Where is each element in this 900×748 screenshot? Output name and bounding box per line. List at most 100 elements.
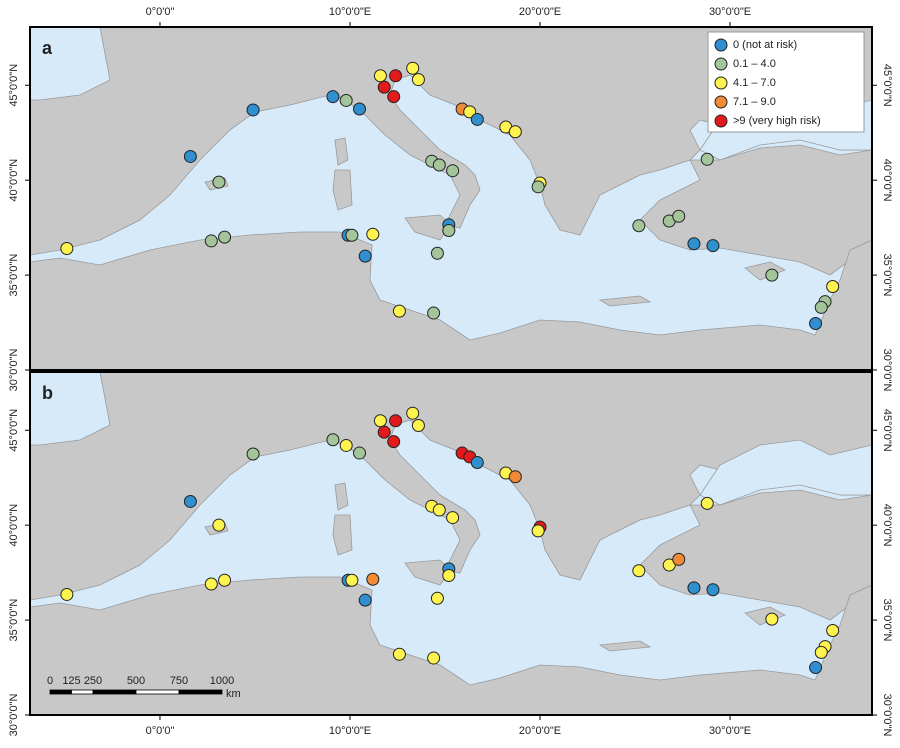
site-marker <box>204 577 218 591</box>
site-marker <box>430 246 444 260</box>
legend-swatch <box>714 38 728 52</box>
y-tick-label: 40°0'0"N <box>881 159 893 202</box>
site-marker <box>204 234 218 248</box>
panel-frame <box>29 26 873 371</box>
y-tick-label: 30°0'0"N <box>881 349 893 392</box>
legend-label: 7.1 – 9.0 <box>733 96 776 108</box>
site-marker <box>366 572 380 586</box>
site-marker <box>672 209 686 223</box>
site-marker <box>814 300 828 314</box>
scale-segment <box>92 689 137 695</box>
x-tick-label: 20°0'0"E <box>519 725 561 737</box>
scale-label: 250 <box>84 675 102 687</box>
x-tick-label: 20°0'0"E <box>519 6 561 18</box>
site-marker <box>700 152 714 166</box>
scale-label: 0 <box>47 675 53 687</box>
site-marker <box>345 573 359 587</box>
site-marker <box>470 112 484 126</box>
x-tick-label: 10°0'0"E <box>329 6 371 18</box>
y-tick-label: 35°0'0"N <box>8 254 20 297</box>
x-tick-label: 0°0'0" <box>146 6 175 18</box>
panel-frame <box>29 371 873 716</box>
scale-unit: km <box>226 688 241 700</box>
y-tick-label: 45°0'0"N <box>881 64 893 107</box>
site-marker <box>183 494 197 508</box>
y-tick-label: 30°0'0"N <box>8 349 20 392</box>
legend-swatch <box>714 57 728 71</box>
site-marker <box>326 433 340 447</box>
site-marker <box>706 239 720 253</box>
site-marker <box>406 61 420 75</box>
panel-label: a <box>42 38 53 58</box>
site-marker <box>814 645 828 659</box>
site-marker <box>406 406 420 420</box>
scale-label: 1000 <box>210 675 234 687</box>
y-tick-label: 30°0'0"N <box>8 694 20 737</box>
site-marker <box>373 69 387 83</box>
legend-swatch <box>714 95 728 109</box>
site-marker <box>687 237 701 251</box>
site-marker <box>377 425 391 439</box>
site-marker <box>183 149 197 163</box>
site-marker <box>246 103 260 117</box>
site-marker <box>632 564 646 578</box>
site-marker <box>687 581 701 595</box>
site-marker <box>60 587 74 601</box>
overlay: 0°0'0" 0°0'0" 10°0'0"E 10°0'0"E 20°0'0"E 20°0… <box>8 6 893 737</box>
site-marker <box>392 304 406 318</box>
y-tick-label: 35°0'0"N <box>881 254 893 297</box>
site-marker <box>358 593 372 607</box>
site-marker <box>442 223 456 237</box>
y-tick-label: 40°0'0"N <box>881 504 893 547</box>
x-tick-label: 10°0'0"E <box>329 725 371 737</box>
site-marker <box>387 90 401 104</box>
y-tick-label: 30°0'0"N <box>881 694 893 737</box>
legend-label: 0.1 – 4.0 <box>733 58 776 70</box>
y-tick-label: 35°0'0"N <box>881 599 893 642</box>
site-marker <box>218 573 232 587</box>
site-marker <box>432 158 446 172</box>
scale-label: 125 <box>62 675 80 687</box>
legend: 0 (not at risk) 0.1 – 4.0 4.1 – 7.0 7.1 – 9… <box>707 31 865 133</box>
site-marker <box>826 279 840 293</box>
site-marker <box>508 470 522 484</box>
x-tick-label: 30°0'0"E <box>709 725 751 737</box>
site-marker <box>326 90 340 104</box>
site-marker <box>387 435 401 449</box>
basemap-b <box>30 372 872 715</box>
site-marker <box>373 414 387 428</box>
y-tick-label: 40°0'0"N <box>8 159 20 202</box>
site-marker <box>430 591 444 605</box>
scale-label: 500 <box>127 675 145 687</box>
legend-swatch <box>714 76 728 90</box>
site-marker <box>339 438 353 452</box>
site-marker <box>218 230 232 244</box>
site-marker <box>672 552 686 566</box>
site-marker <box>809 661 823 675</box>
site-marker <box>531 524 545 538</box>
site-marker <box>432 503 446 517</box>
x-tick-label: 30°0'0"E <box>709 6 751 18</box>
site-marker <box>212 175 226 189</box>
site-marker <box>632 219 646 233</box>
site-marker <box>508 125 522 139</box>
site-marker <box>427 651 441 665</box>
y-tick-label: 40°0'0"N <box>8 504 20 547</box>
site-marker <box>246 447 260 461</box>
site-marker <box>427 306 441 320</box>
site-marker <box>366 227 380 241</box>
site-marker <box>442 568 456 582</box>
y-tick-label: 45°0'0"N <box>881 409 893 452</box>
scale-segment <box>49 689 72 695</box>
x-tick-label: 0°0'0" <box>146 725 175 737</box>
legend-swatch <box>714 114 728 128</box>
site-marker <box>358 249 372 263</box>
scale-segment <box>178 689 223 695</box>
site-marker <box>700 496 714 510</box>
site-marker <box>809 316 823 330</box>
legend-label: >9 (very high risk) <box>733 115 821 127</box>
legend-label: 0 (not at risk) <box>733 39 797 51</box>
y-tick-label: 45°0'0"N <box>8 64 20 107</box>
site-marker <box>411 419 425 433</box>
